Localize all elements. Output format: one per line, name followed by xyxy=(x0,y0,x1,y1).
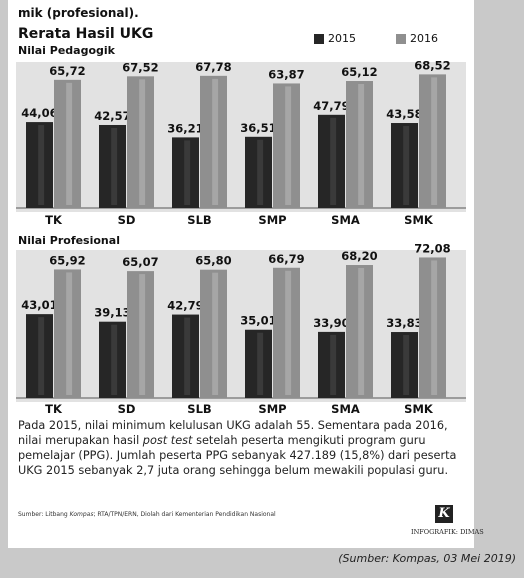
bar-highlight-1-2016-SMK xyxy=(431,77,438,205)
infographic-credit: INFOGRAFIK: DIMAS xyxy=(411,528,484,536)
legend-swatch-2016 xyxy=(396,34,406,44)
bar-highlight-1-2015-TK xyxy=(38,125,45,205)
chart-title: Rerata Hasil UKG xyxy=(18,26,154,42)
category-label-1-SMP: SMP xyxy=(258,213,286,227)
value-label-2-2016-SMP: 66,79 xyxy=(268,252,304,266)
category-label-1-SMK: SMK xyxy=(404,213,434,227)
bar-highlight-2-2016-SMK xyxy=(431,260,438,395)
note-text-2: setelah peserta mengikuti program guru p… xyxy=(18,434,457,477)
bar-highlight-2-2016-SMP xyxy=(285,270,292,395)
legend-swatch-2015 xyxy=(314,34,324,44)
bar-highlight-1-2015-SMA xyxy=(330,117,337,205)
legend-label-2016: 2016 xyxy=(410,32,438,45)
bar-highlight-2-2016-SLB xyxy=(212,272,219,395)
source-italic: Kompas xyxy=(69,511,94,518)
bar-highlight-1-2016-SMA xyxy=(358,84,365,205)
bar-charts: 44,06 65,72 TK 42,57 67,52 SD 36,21 67,78 SLB 36,… xyxy=(16,58,466,416)
note-text-1: Pada 2015, nilai minimum kelulusan UKG a… xyxy=(18,419,448,447)
value-label-1-2016-SMP: 63,87 xyxy=(268,67,304,81)
source-prefix: Sumber: Litbang xyxy=(18,511,70,518)
category-label-2-TK: TK xyxy=(45,402,63,416)
value-label-1-2015-SMP: 36,51 xyxy=(240,121,276,135)
value-label-1-2015-SD: 42,57 xyxy=(94,109,130,123)
legend-label-2015: 2015 xyxy=(328,32,356,45)
category-label-2-SLB: SLB xyxy=(187,402,211,416)
bar-highlight-1-2015-SD xyxy=(111,127,118,205)
value-label-2-2015-SMP: 35,01 xyxy=(240,314,276,328)
bar-highlight-1-2015-SMK xyxy=(403,126,410,205)
source-suffix: ; RTA/TPN/ERN, Diolah dari Kementerian P… xyxy=(93,511,276,518)
bar-highlight-1-2016-SD xyxy=(139,79,146,205)
category-label-2-SMK: SMK xyxy=(404,402,434,416)
value-label-2-2015-SMA: 33,90 xyxy=(313,316,349,330)
value-label-1-2015-TK: 44,06 xyxy=(21,106,57,120)
bar-highlight-2-2016-SD xyxy=(139,274,146,395)
value-label-2-2016-TK: 65,92 xyxy=(49,253,85,267)
value-label-1-2016-SD: 67,52 xyxy=(122,60,158,74)
note-text-italic: post test xyxy=(142,434,193,447)
bar-highlight-2-2016-TK xyxy=(66,272,73,395)
bar-highlight-2-2015-SMK xyxy=(403,335,410,395)
value-label-1-2016-SMA: 65,12 xyxy=(341,65,377,79)
value-label-1-2016-SMK: 68,52 xyxy=(414,58,450,72)
value-label-2-2015-SD: 39,13 xyxy=(94,306,130,320)
value-label-1-2015-SMK: 43,58 xyxy=(386,107,422,121)
bar-highlight-1-2016-SLB xyxy=(212,78,219,205)
bar-highlight-2-2015-SD xyxy=(111,324,118,395)
infographic-card: mik (profesional). Rerata Hasil UKG 2015… xyxy=(8,0,484,548)
bar-highlight-2-2015-SMP xyxy=(257,332,264,395)
value-label-1-2015-SLB: 36,21 xyxy=(167,121,203,135)
value-label-2-2015-TK: 43,01 xyxy=(21,298,57,312)
value-label-1-2015-SMA: 47,79 xyxy=(313,99,349,113)
bar-highlight-2-2015-SLB xyxy=(184,317,191,395)
bar-highlight-2-2016-SMA xyxy=(358,268,365,395)
value-label-2-2015-SLB: 42,79 xyxy=(167,299,203,313)
partial-heading: mik (profesional). xyxy=(18,6,139,20)
value-label-1-2016-TK: 65,72 xyxy=(49,64,85,78)
category-label-1-TK: TK xyxy=(45,213,63,227)
bar-highlight-1-2015-SMP xyxy=(257,139,264,205)
category-label-2-SD: SD xyxy=(118,402,136,416)
category-label-1-SMA: SMA xyxy=(331,213,360,227)
bar-highlight-1-2016-SMP xyxy=(285,86,292,205)
source-line: Sumber: Litbang Kompas; RTA/TPN/ERN, Dio… xyxy=(18,511,276,518)
value-label-1-2016-SLB: 67,78 xyxy=(195,60,231,74)
value-label-2-2016-SD: 65,07 xyxy=(122,255,158,269)
value-label-2-2016-SMK: 72,08 xyxy=(414,241,450,255)
category-label-1-SD: SD xyxy=(118,213,136,227)
bar-highlight-1-2016-TK xyxy=(66,82,73,205)
value-label-2-2015-SMK: 33,83 xyxy=(386,316,422,330)
category-label-2-SMP: SMP xyxy=(258,402,286,416)
bar-highlight-1-2015-SLB xyxy=(184,140,191,205)
kompas-logo: K xyxy=(435,505,453,523)
category-label-1-SLB: SLB xyxy=(187,213,211,227)
value-label-2-2016-SMA: 68,20 xyxy=(341,249,377,263)
source-caption: (Sumber: Kompas, 03 Mei 2019) xyxy=(338,552,516,565)
value-label-2-2016-SLB: 65,80 xyxy=(195,254,231,268)
bar-highlight-2-2015-TK xyxy=(38,317,45,395)
note-paragraph: Pada 2015, nilai minimum kelulusan UKG a… xyxy=(18,418,458,478)
section-title-profesional: Nilai Profesional xyxy=(18,234,120,247)
bar-highlight-2-2015-SMA xyxy=(330,334,337,395)
section-title-pedagogik: Nilai Pedagogik xyxy=(18,44,115,57)
category-label-2-SMA: SMA xyxy=(331,402,360,416)
